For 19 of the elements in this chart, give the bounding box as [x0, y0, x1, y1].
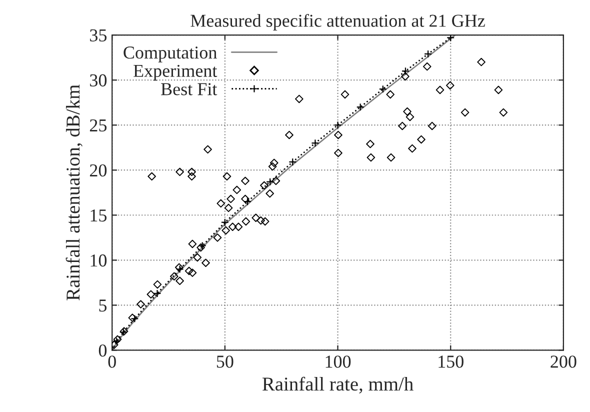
y-tick-label: 5: [99, 300, 107, 312]
x-tick-label: 150: [438, 356, 464, 368]
x-tick-label: 100: [326, 356, 351, 368]
y-tick-label: 10: [90, 254, 107, 267]
legend-label: Computation: [124, 46, 217, 62]
y-tick-label: 20: [90, 164, 107, 177]
y-tick-label: 30: [90, 74, 107, 86]
y-axis-title: Rainfall attenuation, dB/km: [66, 84, 82, 300]
chart-title: Measured specific attenuation at 21 GHz: [190, 14, 485, 31]
x-tick-label: 200: [550, 356, 576, 368]
legend-label: Best Fit: [161, 83, 218, 96]
x-tick-label: 50: [216, 356, 234, 368]
x-tick-label: 0: [108, 356, 116, 368]
legend-label: Experiment: [134, 64, 218, 81]
y-tick-label: 25: [90, 119, 107, 132]
y-tick-label: 15: [90, 209, 107, 222]
x-axis-title: Rainfall rate, mm/h: [262, 376, 414, 394]
y-tick-label: 35: [90, 29, 107, 42]
y-tick-label: 0: [98, 344, 107, 357]
